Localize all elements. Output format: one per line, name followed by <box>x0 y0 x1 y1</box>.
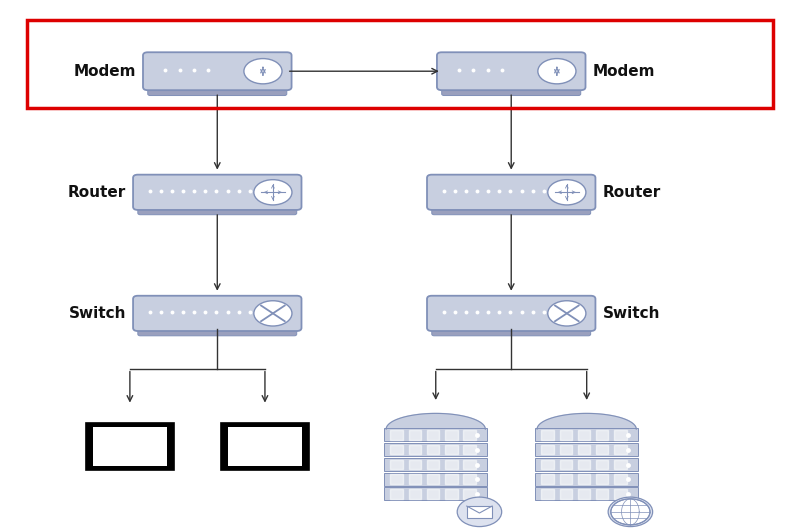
FancyBboxPatch shape <box>437 52 586 90</box>
FancyBboxPatch shape <box>148 84 286 96</box>
Text: Router: Router <box>602 185 661 200</box>
FancyBboxPatch shape <box>90 463 170 470</box>
Circle shape <box>244 59 282 84</box>
Text: Modem: Modem <box>593 64 655 79</box>
Circle shape <box>538 59 576 84</box>
FancyBboxPatch shape <box>384 443 487 456</box>
Text: Modem: Modem <box>74 64 136 79</box>
FancyBboxPatch shape <box>535 487 638 500</box>
FancyBboxPatch shape <box>535 428 638 442</box>
Polygon shape <box>537 413 636 429</box>
FancyBboxPatch shape <box>231 453 298 462</box>
Polygon shape <box>386 413 486 429</box>
Circle shape <box>458 497 502 527</box>
FancyBboxPatch shape <box>133 174 302 210</box>
FancyBboxPatch shape <box>442 84 581 96</box>
FancyBboxPatch shape <box>93 427 167 466</box>
FancyBboxPatch shape <box>138 203 297 215</box>
FancyBboxPatch shape <box>384 472 487 486</box>
FancyBboxPatch shape <box>226 463 305 470</box>
Circle shape <box>608 497 653 527</box>
FancyBboxPatch shape <box>427 174 595 210</box>
FancyBboxPatch shape <box>432 203 590 215</box>
FancyBboxPatch shape <box>133 296 302 331</box>
FancyBboxPatch shape <box>432 324 590 336</box>
Circle shape <box>254 301 292 326</box>
FancyBboxPatch shape <box>384 487 487 500</box>
FancyBboxPatch shape <box>384 428 487 442</box>
FancyBboxPatch shape <box>228 427 302 466</box>
FancyBboxPatch shape <box>535 458 638 471</box>
FancyBboxPatch shape <box>427 296 595 331</box>
Text: Router: Router <box>68 185 126 200</box>
Circle shape <box>611 499 650 525</box>
FancyBboxPatch shape <box>138 324 297 336</box>
FancyBboxPatch shape <box>466 506 492 518</box>
FancyBboxPatch shape <box>143 52 291 90</box>
Circle shape <box>254 180 292 205</box>
Circle shape <box>548 301 586 326</box>
FancyBboxPatch shape <box>535 443 638 456</box>
FancyBboxPatch shape <box>96 453 164 462</box>
Text: Switch: Switch <box>602 306 660 321</box>
FancyBboxPatch shape <box>86 423 174 470</box>
FancyBboxPatch shape <box>384 458 487 471</box>
FancyBboxPatch shape <box>535 472 638 486</box>
Circle shape <box>548 180 586 205</box>
Text: Switch: Switch <box>69 306 126 321</box>
FancyBboxPatch shape <box>222 423 309 470</box>
